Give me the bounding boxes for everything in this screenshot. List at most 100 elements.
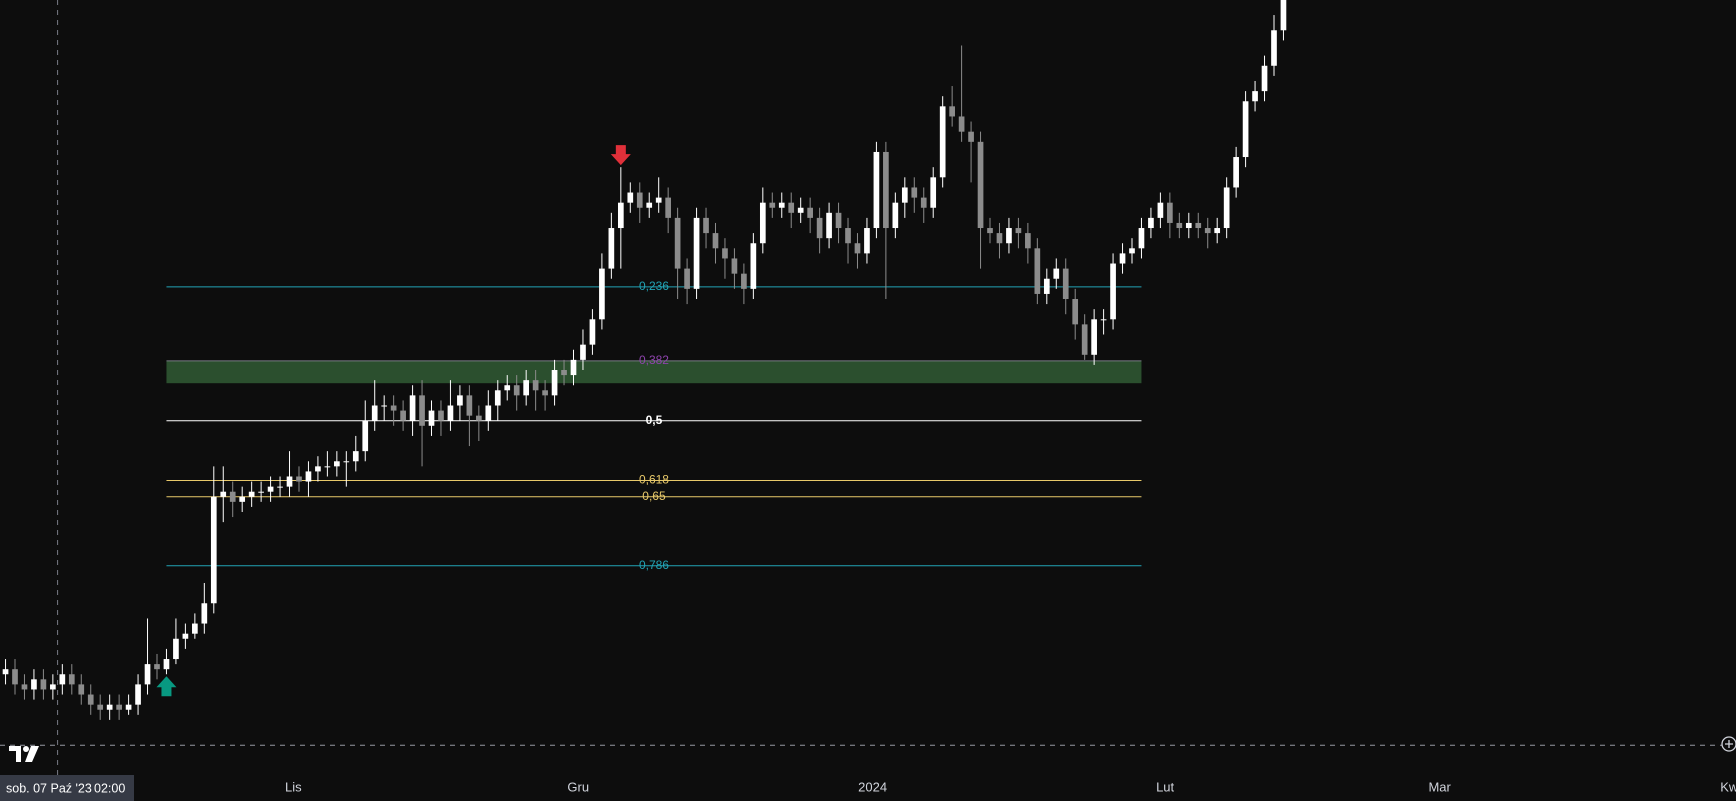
fib-level-label: 0,65 [642,489,666,503]
candle-body [1204,228,1211,234]
candle-body [977,141,984,229]
candle-body [570,359,577,376]
candle-body [883,151,889,229]
candle-body [1129,248,1135,254]
candle-body [87,694,94,705]
candle-body [892,202,899,229]
tradingview-logo [9,746,39,762]
candle-body [305,471,312,482]
signal-arrow [610,145,631,166]
candle-body [759,202,766,244]
candle-body [466,395,473,416]
candle-body [21,684,28,690]
candle-body [68,674,75,685]
candle-body [864,228,870,254]
candle-body [1110,263,1116,320]
add-icon-plus[interactable] [1725,740,1733,748]
candle-body [1167,202,1173,223]
candle-body [551,370,558,396]
candle-body [1185,222,1192,229]
candle-body [1053,268,1060,279]
candle-body [627,192,634,203]
candle-body [655,197,662,203]
candle-body [731,258,738,274]
candle-body [939,106,946,178]
candle-body [646,202,653,208]
candle-body [1119,253,1126,264]
candle-body [987,228,993,234]
candle-body [50,684,56,690]
candle-body [1034,248,1041,294]
candle-body [1195,222,1202,229]
candle-body [1252,91,1258,102]
candle-body [778,202,785,208]
candle-body [201,603,208,624]
candle-body [258,491,264,493]
candle-body [722,248,728,259]
candle-body [542,390,548,396]
candle-body [816,217,823,239]
crosshair-layer [0,0,1722,775]
candle-body [116,704,122,710]
candle-body [1261,65,1268,92]
candle-body [930,177,937,208]
candle-body [750,243,757,289]
candle-body [769,202,776,208]
candle-body [248,491,255,497]
x-axis-label: Kw [1720,779,1736,794]
candle-body [920,197,927,208]
candle-body [1214,228,1221,234]
candle-body [352,451,359,462]
candle-body [608,228,615,269]
candle-body [996,233,1003,244]
candle-body [1025,233,1031,249]
candle-body [229,491,236,502]
candle-body [381,405,388,407]
logo-part [9,746,21,762]
candle-body [523,380,530,396]
candle-body [97,704,104,710]
crosshair-time-box [0,775,134,801]
logo-part [23,746,29,752]
x-axis-label: Lut [1156,779,1174,794]
candle-body [400,410,406,421]
candle-body [485,405,492,421]
candle-body [1091,319,1097,355]
markers-layer [156,145,631,697]
fib-level-label: 0,786 [639,558,669,572]
candle-body [494,390,501,406]
candle-body [958,116,965,132]
logo-part [25,746,39,762]
candle-body [78,684,85,695]
candle-body [589,319,596,345]
candle-body [154,664,160,670]
candle-body [788,202,795,213]
candle-body [12,669,18,685]
candle-body [561,370,567,376]
candle-body [239,496,246,502]
candle-body [409,395,416,421]
candle-body [845,228,851,244]
candle-body [1081,324,1088,355]
x-axis-label: Mar [1428,779,1451,794]
x-axis-label: 2024 [858,779,887,794]
candle-body [1138,228,1145,249]
candle-body [968,131,974,142]
candle-body [286,476,293,487]
candle-body [135,684,141,705]
fib-level-label: 0,618 [639,473,669,487]
candle-body [674,217,681,269]
candle-body [125,704,132,710]
add-icon[interactable] [1721,736,1736,752]
x-axis-label: Lis [285,779,302,794]
candle-body [703,217,709,234]
zone-layer [166,360,1142,384]
candle-body [428,410,435,426]
candle-body [144,664,151,685]
candle-body [1233,157,1239,188]
candle-body [513,385,520,396]
candle-body [267,486,274,492]
candle-body [826,212,832,239]
